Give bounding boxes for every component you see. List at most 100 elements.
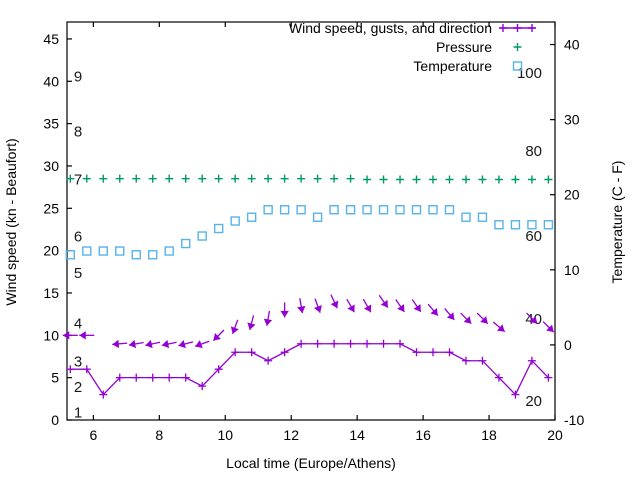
beaufort-scale-labels: 1 2 3 4 5 6 7 8 9 bbox=[74, 68, 82, 421]
temperature-marker bbox=[494, 220, 504, 230]
arrow-head bbox=[280, 310, 289, 318]
wind-speed-marker bbox=[165, 373, 174, 382]
wind-direction-arrow bbox=[526, 312, 538, 325]
y-tick-label: 5 bbox=[51, 370, 59, 386]
y-tick-label: 25 bbox=[43, 200, 59, 216]
wind-speed-marker bbox=[66, 365, 75, 374]
wind-speed-marker bbox=[247, 348, 256, 357]
temperature-marker bbox=[461, 212, 471, 222]
wind-direction-arrow bbox=[145, 339, 161, 349]
arrow-head bbox=[263, 318, 273, 326]
wind-direction-arrow bbox=[395, 299, 405, 313]
y-tick-label: 15 bbox=[43, 285, 59, 301]
temperature-marker bbox=[131, 250, 141, 260]
wind-direction-arrow bbox=[476, 312, 489, 325]
x-tick-label: 6 bbox=[89, 427, 97, 443]
legend-label[interactable]: Wind speed, gusts, and direction bbox=[289, 20, 492, 36]
temperature-marker bbox=[65, 250, 75, 260]
legend-label[interactable]: Pressure bbox=[436, 39, 492, 55]
wind-direction-arrow bbox=[378, 294, 389, 308]
y-tick-label: 30 bbox=[43, 158, 59, 174]
pressure-marker bbox=[165, 174, 174, 183]
wind-direction-arrow bbox=[62, 331, 78, 340]
series-2 bbox=[66, 174, 553, 184]
temperature-marker bbox=[82, 246, 92, 256]
x-tick-label: 14 bbox=[349, 427, 365, 443]
pressure-marker bbox=[461, 175, 470, 184]
legend-label[interactable]: Temperature bbox=[413, 58, 492, 74]
beaufort-label: 5 bbox=[74, 265, 82, 282]
arrow-head bbox=[128, 339, 136, 349]
x-tick-label: 10 bbox=[217, 427, 233, 443]
arrow-head bbox=[480, 316, 488, 324]
arrow-head bbox=[397, 304, 405, 312]
arrow-head bbox=[213, 333, 221, 341]
chart-legend: Wind speed, gusts, and direction Pressure… bbox=[289, 20, 536, 74]
legend-marker bbox=[528, 24, 536, 32]
pressure-marker bbox=[132, 174, 141, 183]
temperature-marker bbox=[362, 205, 372, 215]
temperature-marker bbox=[197, 231, 207, 241]
pressure-marker bbox=[396, 175, 405, 184]
x-axis-ticks: 6 8 10 12 14 16 18 20 bbox=[89, 22, 563, 443]
pressure-marker bbox=[181, 174, 190, 183]
pressure-marker bbox=[264, 174, 273, 183]
legend-marker bbox=[513, 43, 522, 51]
arrow-head bbox=[297, 305, 306, 314]
y2-axis-title: Temperature (C - F) bbox=[609, 161, 625, 284]
arrow-head bbox=[62, 331, 70, 340]
wind-speed-marker bbox=[264, 356, 273, 365]
wind-speed-marker bbox=[99, 390, 108, 399]
plot-border bbox=[66, 21, 556, 421]
pressure-marker bbox=[198, 174, 207, 183]
wind-speed-marker bbox=[511, 390, 520, 399]
pressure-marker bbox=[412, 175, 421, 184]
pressure-marker bbox=[66, 174, 75, 183]
pressure-marker bbox=[99, 174, 108, 183]
y-tick-label: 10 bbox=[43, 327, 59, 343]
temperature-marker bbox=[510, 220, 521, 230]
fahrenheit-label: 100 bbox=[517, 65, 542, 82]
wind-direction-arrow bbox=[427, 303, 439, 317]
wind-direction-arrow bbox=[346, 298, 355, 313]
arrow-head bbox=[330, 300, 339, 309]
wind-speed-marker bbox=[214, 365, 223, 374]
wind-direction-arrow bbox=[444, 307, 455, 321]
beaufort-label: 2 bbox=[74, 379, 82, 396]
temperature-marker bbox=[279, 205, 290, 215]
plot-frame bbox=[66, 21, 556, 421]
temperature-marker bbox=[148, 250, 158, 260]
x-tick-label: 20 bbox=[547, 427, 563, 443]
wind-speed-marker bbox=[132, 373, 141, 382]
pressure-marker bbox=[363, 175, 372, 184]
pressure-marker bbox=[297, 174, 306, 183]
temperature-marker bbox=[115, 246, 125, 256]
y2-tick-label: 40 bbox=[564, 37, 580, 53]
wind-speed-marker bbox=[115, 373, 124, 382]
wind-direction-arrow bbox=[263, 310, 273, 326]
temperature-marker bbox=[296, 205, 306, 215]
y-axis-title: Wind speed (kn - Beaufort) bbox=[3, 138, 19, 305]
wind-speed-marker bbox=[330, 339, 339, 348]
wind-direction-arrow bbox=[362, 298, 372, 313]
pressure-marker bbox=[429, 175, 437, 184]
wind-speed-marker bbox=[297, 339, 306, 348]
arrow-head bbox=[195, 340, 203, 349]
arrow-head bbox=[363, 304, 372, 313]
beaufort-label: 8 bbox=[74, 123, 82, 140]
arrow-head bbox=[230, 326, 239, 334]
y-axis-ticks: 0 5 10 15 20 25 30 35 40 45 bbox=[43, 31, 72, 428]
beaufort-label: 6 bbox=[74, 228, 82, 245]
wind-direction-arrow bbox=[460, 312, 472, 325]
y2-tick-label: -10 bbox=[564, 412, 584, 428]
legend-marker bbox=[513, 24, 522, 32]
x-tick-label: 12 bbox=[283, 427, 299, 443]
temperature-marker bbox=[345, 205, 356, 215]
wind-direction-arrow bbox=[411, 299, 422, 313]
wind-speed-marker bbox=[148, 373, 157, 382]
wind-direction-arrow bbox=[492, 321, 506, 333]
arrow-head bbox=[413, 304, 421, 312]
y-tick-label: 20 bbox=[43, 243, 59, 259]
arrow-head bbox=[380, 299, 388, 308]
series-1 bbox=[62, 294, 555, 349]
